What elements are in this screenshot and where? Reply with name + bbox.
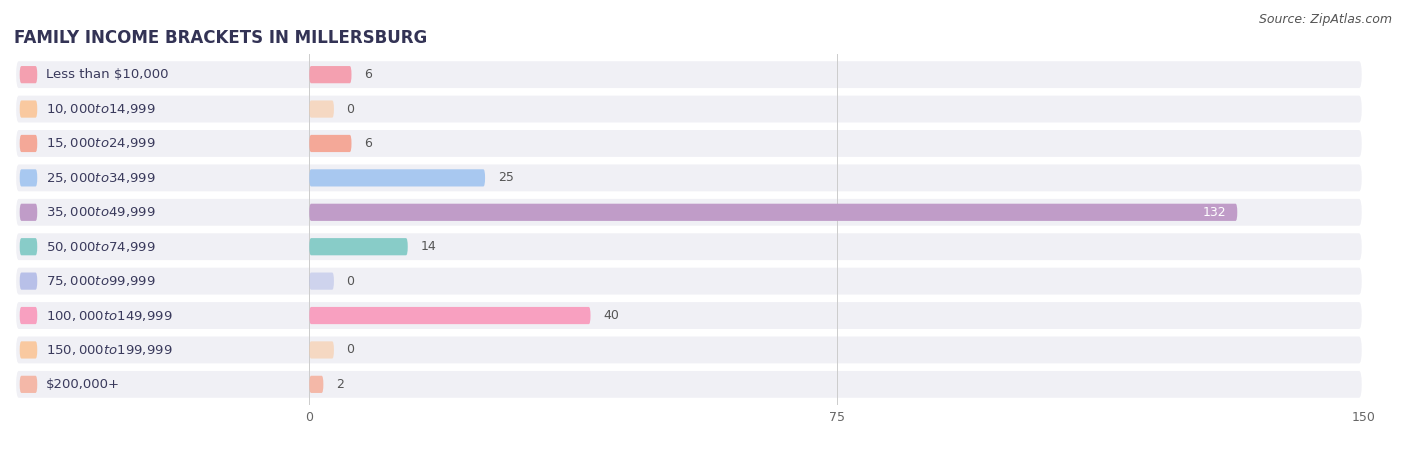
Text: 40: 40 <box>603 309 619 322</box>
Text: FAMILY INCOME BRACKETS IN MILLERSBURG: FAMILY INCOME BRACKETS IN MILLERSBURG <box>14 29 427 47</box>
FancyBboxPatch shape <box>15 268 1361 295</box>
Text: $15,000 to $24,999: $15,000 to $24,999 <box>45 136 156 150</box>
FancyBboxPatch shape <box>15 337 1361 363</box>
FancyBboxPatch shape <box>20 135 38 152</box>
Text: 6: 6 <box>364 68 373 81</box>
Text: Less than $10,000: Less than $10,000 <box>45 68 169 81</box>
Text: $10,000 to $14,999: $10,000 to $14,999 <box>45 102 156 116</box>
Text: 0: 0 <box>347 103 354 116</box>
Text: Source: ZipAtlas.com: Source: ZipAtlas.com <box>1258 14 1392 27</box>
Text: $150,000 to $199,999: $150,000 to $199,999 <box>45 343 172 357</box>
FancyBboxPatch shape <box>20 342 38 359</box>
Text: $200,000+: $200,000+ <box>45 378 120 391</box>
FancyBboxPatch shape <box>15 96 1361 122</box>
FancyBboxPatch shape <box>20 169 38 186</box>
Text: 25: 25 <box>498 171 513 184</box>
FancyBboxPatch shape <box>309 307 591 324</box>
FancyBboxPatch shape <box>309 238 408 255</box>
Text: $25,000 to $34,999: $25,000 to $34,999 <box>45 171 156 185</box>
Text: 0: 0 <box>347 274 354 288</box>
FancyBboxPatch shape <box>309 204 1237 221</box>
Text: 6: 6 <box>364 137 373 150</box>
FancyBboxPatch shape <box>15 233 1361 260</box>
FancyBboxPatch shape <box>20 273 38 290</box>
FancyBboxPatch shape <box>309 376 323 393</box>
FancyBboxPatch shape <box>20 100 38 117</box>
Text: 132: 132 <box>1204 206 1226 219</box>
Text: 14: 14 <box>420 240 436 253</box>
Text: $100,000 to $149,999: $100,000 to $149,999 <box>45 309 172 323</box>
FancyBboxPatch shape <box>309 169 485 186</box>
Text: $50,000 to $74,999: $50,000 to $74,999 <box>45 240 156 254</box>
FancyBboxPatch shape <box>20 238 38 255</box>
FancyBboxPatch shape <box>309 66 352 83</box>
FancyBboxPatch shape <box>20 66 38 83</box>
FancyBboxPatch shape <box>309 100 335 117</box>
FancyBboxPatch shape <box>20 376 38 393</box>
FancyBboxPatch shape <box>15 164 1361 191</box>
FancyBboxPatch shape <box>309 342 335 359</box>
FancyBboxPatch shape <box>15 371 1361 398</box>
FancyBboxPatch shape <box>15 61 1361 88</box>
Text: $35,000 to $49,999: $35,000 to $49,999 <box>45 205 156 219</box>
Text: 0: 0 <box>347 343 354 356</box>
FancyBboxPatch shape <box>15 130 1361 157</box>
FancyBboxPatch shape <box>20 204 38 221</box>
Text: $75,000 to $99,999: $75,000 to $99,999 <box>45 274 156 288</box>
FancyBboxPatch shape <box>15 199 1361 226</box>
FancyBboxPatch shape <box>15 302 1361 329</box>
FancyBboxPatch shape <box>309 273 335 290</box>
FancyBboxPatch shape <box>20 307 38 324</box>
Text: 2: 2 <box>336 378 344 391</box>
FancyBboxPatch shape <box>309 135 352 152</box>
